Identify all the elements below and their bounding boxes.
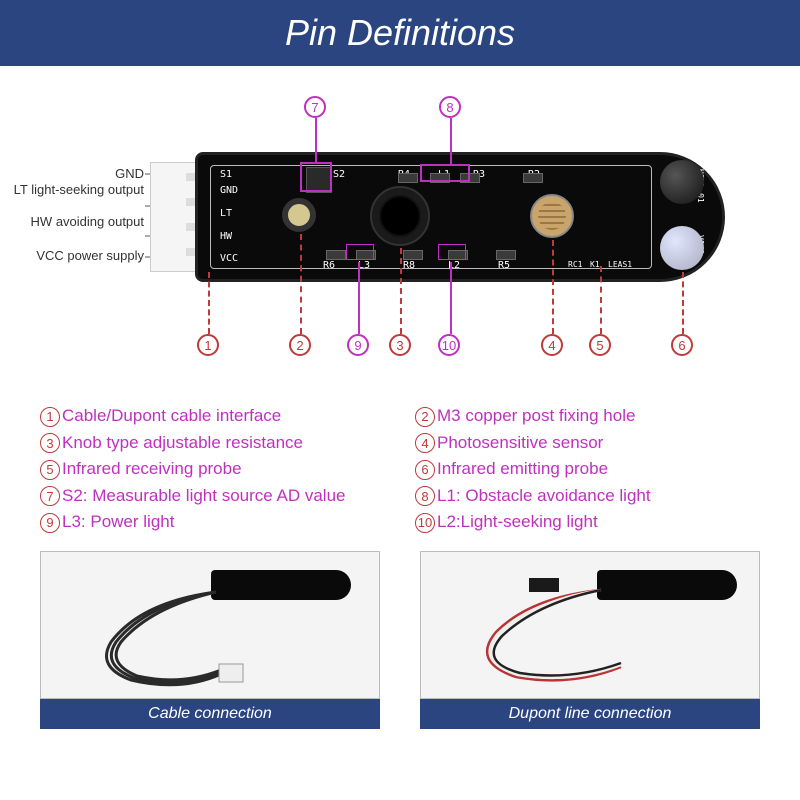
legend-num: 10 bbox=[415, 513, 435, 533]
callout-3: 3 bbox=[389, 334, 411, 356]
dupont-icon bbox=[421, 552, 759, 698]
callout-line bbox=[450, 118, 452, 164]
legend-text: Knob type adjustable resistance bbox=[62, 433, 303, 452]
pin-label-gnd: GND bbox=[115, 166, 144, 182]
legend-num: 3 bbox=[40, 433, 60, 453]
thumbnail-image bbox=[40, 551, 380, 699]
legend-text: L1: Obstacle avoidance light bbox=[437, 486, 651, 505]
callout-4: 4 bbox=[541, 334, 563, 356]
legend-item: 2M3 copper post fixing hole bbox=[415, 406, 760, 427]
legend-num: 7 bbox=[40, 486, 60, 506]
silk: S2 bbox=[333, 169, 345, 180]
callout-line bbox=[208, 272, 210, 334]
legend-item: 10L2:Light-seeking light bbox=[415, 512, 760, 533]
callout-7: 7 bbox=[304, 96, 326, 118]
legend-text: M3 copper post fixing hole bbox=[437, 406, 635, 425]
legend-item: 1Cable/Dupont cable interface bbox=[40, 406, 385, 427]
cable-icon bbox=[41, 552, 379, 698]
legend-num: 6 bbox=[415, 460, 435, 480]
legend-num: 1 bbox=[40, 407, 60, 427]
legend-text: L3: Power light bbox=[62, 512, 174, 531]
legend-item: 3Knob type adjustable resistance bbox=[40, 433, 385, 454]
smd bbox=[523, 173, 543, 183]
silk: LEAS1 bbox=[608, 260, 632, 269]
silk: K1 bbox=[590, 260, 600, 269]
thumbnail-dupont: Dupont line connection bbox=[420, 551, 760, 729]
legend-num: 9 bbox=[40, 513, 60, 533]
smd bbox=[326, 250, 346, 260]
callout-box-7 bbox=[300, 162, 332, 192]
callout-line bbox=[358, 262, 360, 334]
diagram-area: GND LT light-seeking output HW avoiding … bbox=[0, 66, 800, 396]
m3-mounting-hole bbox=[282, 198, 316, 232]
callout-6: 6 bbox=[671, 334, 693, 356]
legend-text: Infrared emitting probe bbox=[437, 459, 608, 478]
legend-text: Cable/Dupont cable interface bbox=[62, 406, 281, 425]
callout-5: 5 bbox=[589, 334, 611, 356]
silk: GND bbox=[220, 185, 238, 196]
silk: S1 bbox=[220, 169, 232, 180]
pin-label-vcc: VCC power supply bbox=[36, 248, 144, 264]
legend-item: 8L1: Obstacle avoidance light bbox=[415, 486, 760, 507]
callout-2: 2 bbox=[289, 334, 311, 356]
legend-num: 5 bbox=[40, 460, 60, 480]
legend-item: 9L3: Power light bbox=[40, 512, 385, 533]
photosensitive-sensor bbox=[530, 194, 574, 238]
legend-text: L2:Light-seeking light bbox=[437, 512, 598, 531]
callout-box-8 bbox=[420, 164, 470, 182]
callout-9: 9 bbox=[347, 334, 369, 356]
smd bbox=[398, 173, 418, 183]
legend-text: Photosensitive sensor bbox=[437, 433, 603, 452]
thumbnail-image bbox=[420, 551, 760, 699]
silk: LT bbox=[220, 208, 232, 219]
legend-text: S2: Measurable light source AD value bbox=[62, 486, 346, 505]
callout-8: 8 bbox=[439, 96, 461, 118]
callout-box-10 bbox=[438, 244, 466, 260]
callout-line bbox=[552, 240, 554, 334]
legend-num: 8 bbox=[415, 486, 435, 506]
legend-num: 4 bbox=[415, 433, 435, 453]
legend-item: 4Photosensitive sensor bbox=[415, 433, 760, 454]
callout-1: 1 bbox=[197, 334, 219, 356]
callout-10: 10 bbox=[438, 334, 460, 356]
legend-num: 2 bbox=[415, 407, 435, 427]
callout-line bbox=[450, 262, 452, 334]
ir-receiver-probe bbox=[660, 160, 704, 204]
silk: R6 bbox=[323, 260, 335, 271]
silk: VCC bbox=[220, 253, 238, 264]
ir-emitter-probe bbox=[660, 226, 704, 270]
thumbnail-cable: Cable connection bbox=[40, 551, 380, 729]
legend-item: 5Infrared receiving probe bbox=[40, 459, 385, 480]
thumbnail-caption: Dupont line connection bbox=[420, 699, 760, 729]
thumbnail-caption: Cable connection bbox=[40, 699, 380, 729]
page-title: Pin Definitions bbox=[0, 0, 800, 66]
silk: HW bbox=[220, 231, 232, 242]
potentiometer bbox=[370, 186, 430, 246]
silk: R5 bbox=[498, 260, 510, 271]
silk: R8 bbox=[403, 260, 415, 271]
callout-box-9 bbox=[346, 244, 374, 260]
smd bbox=[403, 250, 423, 260]
callout-line bbox=[600, 266, 602, 334]
legend-text: Infrared receiving probe bbox=[62, 459, 242, 478]
legend-item: 6Infrared emitting probe bbox=[415, 459, 760, 480]
pin-label-lt: LT light-seeking output bbox=[14, 182, 144, 198]
callout-line bbox=[682, 272, 684, 334]
silk: RC1 bbox=[568, 260, 582, 269]
callout-line bbox=[400, 248, 402, 334]
legend-item: 7S2: Measurable light source AD value bbox=[40, 486, 385, 507]
callout-line bbox=[300, 234, 302, 334]
thumbnail-row: Cable connection Dupont line connection bbox=[0, 533, 800, 729]
callout-line bbox=[315, 118, 317, 162]
smd bbox=[496, 250, 516, 260]
pin-label-hw: HW avoiding output bbox=[31, 214, 144, 230]
legend-list: 1Cable/Dupont cable interface 2M3 copper… bbox=[0, 396, 800, 533]
